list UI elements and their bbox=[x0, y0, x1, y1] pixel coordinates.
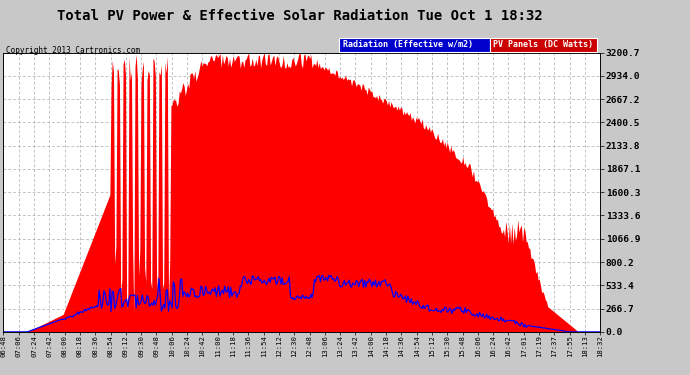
Text: Radiation (Effective w/m2): Radiation (Effective w/m2) bbox=[343, 40, 473, 49]
Text: Total PV Power & Effective Solar Radiation Tue Oct 1 18:32: Total PV Power & Effective Solar Radiati… bbox=[57, 9, 543, 23]
Text: PV Panels (DC Watts): PV Panels (DC Watts) bbox=[493, 40, 593, 49]
Text: Copyright 2013 Cartronics.com: Copyright 2013 Cartronics.com bbox=[6, 46, 139, 55]
